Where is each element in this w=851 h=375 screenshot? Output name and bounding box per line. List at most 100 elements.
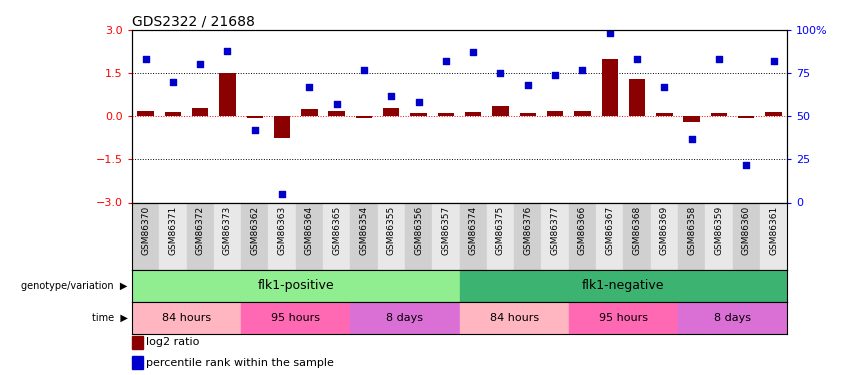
Text: 8 days: 8 days [714,313,751,323]
Bar [247,116,263,118]
Text: GSM86359: GSM86359 [715,206,723,255]
Bar [296,202,323,270]
Bar [351,202,378,270]
Point [220,48,234,54]
Bar [351,302,460,334]
Bar [596,202,623,270]
Text: 84 hours: 84 hours [162,313,211,323]
Text: 8 days: 8 days [386,313,424,323]
Text: GSM86368: GSM86368 [632,206,642,255]
Point [740,162,753,168]
Bar [487,202,514,270]
Text: GSM86354: GSM86354 [359,206,368,255]
Bar [541,202,568,270]
Bar [568,202,596,270]
Bar [493,106,509,116]
Point [631,56,644,62]
Bar [623,202,651,270]
Text: GSM86358: GSM86358 [687,206,696,255]
Bar [437,113,454,116]
Text: GDS2322 / 21688: GDS2322 / 21688 [132,15,254,29]
Bar [765,112,782,116]
Text: GSM86375: GSM86375 [496,206,505,255]
Bar [405,202,432,270]
Text: percentile rank within the sample: percentile rank within the sample [146,358,334,368]
Point [466,50,480,55]
Bar [656,113,672,116]
Text: 95 hours: 95 hours [271,313,320,323]
Bar [132,336,143,349]
Text: GSM86360: GSM86360 [742,206,751,255]
Bar [705,202,733,270]
Text: GSM86370: GSM86370 [141,206,150,255]
Text: GSM86361: GSM86361 [769,206,778,255]
Text: GSM86356: GSM86356 [414,206,423,255]
Point [521,82,534,88]
Bar [678,302,787,334]
Bar [465,112,482,116]
Point [575,67,589,73]
Bar [678,202,705,270]
Point [330,101,344,107]
Bar [651,202,678,270]
Text: GSM86367: GSM86367 [605,206,614,255]
Bar [220,73,236,116]
Bar [186,202,214,270]
Bar [432,202,460,270]
Text: GSM86377: GSM86377 [551,206,560,255]
Text: GSM86366: GSM86366 [578,206,587,255]
Point [658,84,671,90]
Bar [460,202,487,270]
Text: GSM86357: GSM86357 [442,206,450,255]
Point [548,72,562,78]
Bar [520,113,536,116]
Point [275,191,288,197]
Text: 95 hours: 95 hours [599,313,648,323]
Bar [760,202,787,270]
Bar [268,202,296,270]
Text: GSM86364: GSM86364 [305,206,314,255]
Point [494,70,507,76]
Text: GSM86376: GSM86376 [523,206,532,255]
Bar [165,112,181,116]
Bar [137,111,154,116]
Bar [711,113,727,116]
Point [193,62,207,68]
Bar [132,202,159,270]
Bar [328,111,345,116]
Point [603,30,616,36]
Bar [460,302,568,334]
Bar [301,109,317,116]
Bar [629,79,645,116]
Bar [132,270,460,302]
Point [139,56,152,62]
Text: time  ▶: time ▶ [92,313,128,323]
Bar [356,116,372,118]
Text: log2 ratio: log2 ratio [146,337,199,347]
Point [685,136,699,142]
Bar [514,202,541,270]
Bar [241,302,351,334]
Bar [132,356,143,369]
Bar [733,202,760,270]
Text: GSM86371: GSM86371 [168,206,177,255]
Bar [159,202,186,270]
Text: GSM86355: GSM86355 [387,206,396,255]
Bar [574,111,591,116]
Bar [214,202,241,270]
Text: GSM86363: GSM86363 [277,206,287,255]
Point [248,127,261,133]
Bar [460,270,787,302]
Bar [192,108,208,116]
Bar [410,113,427,116]
Text: GSM86373: GSM86373 [223,206,232,255]
Bar [241,202,268,270]
Bar [683,116,700,122]
Bar [323,202,351,270]
Text: GSM86369: GSM86369 [660,206,669,255]
Text: GSM86374: GSM86374 [469,206,477,255]
Bar [274,116,290,138]
Bar [132,302,241,334]
Bar [547,111,563,116]
Point [357,67,371,73]
